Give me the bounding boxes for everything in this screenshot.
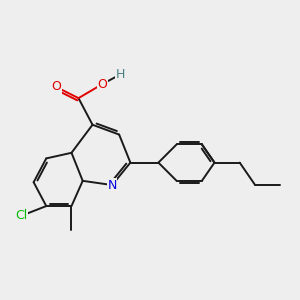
Text: Cl: Cl (15, 209, 27, 222)
Text: O: O (51, 80, 61, 93)
Text: H: H (116, 68, 125, 81)
Text: O: O (98, 78, 107, 91)
Text: N: N (107, 178, 117, 191)
